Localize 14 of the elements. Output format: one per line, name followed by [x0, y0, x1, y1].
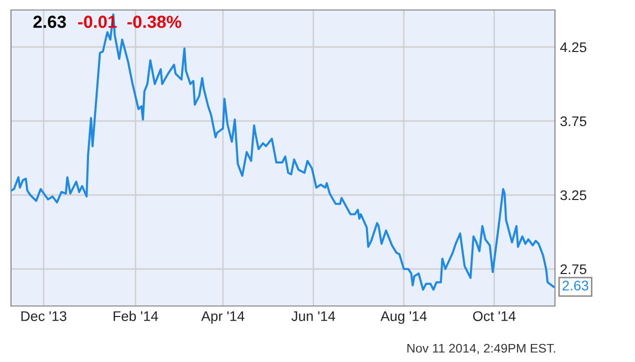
text: Nov 11 2014, 2:49PM EST.	[407, 344, 556, 354]
y-tick-label: 2.75	[560, 264, 586, 274]
y-tick-label: 4.25	[560, 42, 586, 52]
x-tick-label: Oct '14	[473, 311, 516, 322]
chart-title: 2.63	[33, 16, 66, 28]
annotation: 2.63	[562, 280, 588, 290]
y-tick-label: 3.25	[560, 190, 586, 200]
x-tick-label: Aug '14	[380, 311, 427, 324]
line-series	[11, 13, 555, 291]
y-tick-label: 3.75	[560, 116, 586, 126]
x-tick-label: Apr '14	[201, 311, 244, 324]
x-tick-label: Feb '14	[114, 310, 158, 322]
x-tick-label: Jun '14	[291, 311, 336, 322]
x-tick-label: Dec '13	[21, 311, 66, 322]
